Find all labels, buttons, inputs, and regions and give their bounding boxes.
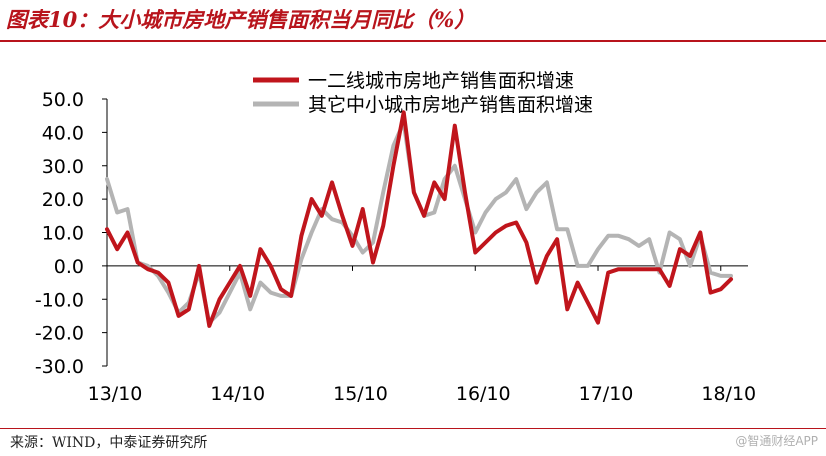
x-axis-ticks: 13/10 14/10 15/10 16/10 17/10 18/10	[88, 265, 756, 405]
y-tick-label: 10.0	[42, 223, 84, 245]
watermark: @智通财经APP	[735, 434, 818, 448]
x-tick-label: 18/10	[701, 383, 756, 405]
chart-axes	[106, 99, 748, 366]
x-tick-label: 15/10	[333, 383, 388, 405]
x-tick-label: 13/10	[88, 383, 143, 405]
legend-label-1: 一二线城市房地产销售面积增速	[308, 70, 574, 92]
series-line-1	[105, 110, 733, 328]
y-tick-label: 0.0	[54, 256, 84, 278]
y-tick-label: -10.0	[35, 289, 84, 311]
chart-series	[105, 110, 733, 328]
y-tick-label: 20.0	[42, 189, 84, 211]
y-tick-label: -20.0	[35, 323, 84, 345]
x-tick-label: 14/10	[210, 383, 265, 405]
legend-label-2: 其它中小城市房地产销售面积增速	[308, 94, 593, 116]
y-tick-label: 50.0	[42, 89, 84, 111]
y-axis-ticks: 50.0 40.0 30.0 20.0 10.0 0.0 -10.0 -20.0 -30.0	[35, 89, 107, 378]
x-tick-label: 17/10	[579, 383, 634, 405]
y-tick-label: 30.0	[42, 156, 84, 178]
x-tick-label: 16/10	[456, 383, 511, 405]
series-line-2	[105, 120, 733, 325]
footer-divider	[0, 428, 826, 429]
title-divider	[0, 40, 826, 42]
y-tick-label: 40.0	[42, 122, 84, 144]
chart-title: 图表10：大小城市房地产销售面积当月同比（%）	[6, 7, 476, 32]
source-note: 来源：WIND，中泰证券研究所	[10, 435, 208, 451]
y-tick-label: -30.0	[35, 356, 84, 378]
